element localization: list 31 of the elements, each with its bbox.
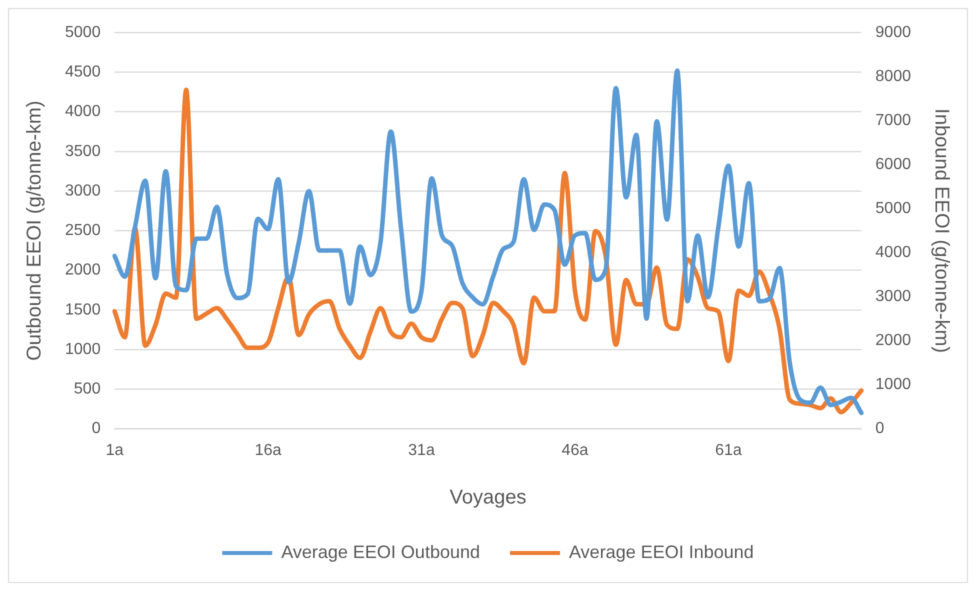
y-tick-label: 3000 xyxy=(65,182,101,200)
y-tick-label: 2500 xyxy=(65,222,101,240)
x-tick-label: 16a xyxy=(254,442,282,459)
x-tick-label: 46a xyxy=(562,442,588,459)
y-tick-label: 3500 xyxy=(65,142,101,160)
y2-tick-label: 0 xyxy=(875,420,884,438)
y2-tick-label: 7000 xyxy=(875,112,912,130)
y-tick-label: 4500 xyxy=(65,64,101,81)
x-axis-title: Voyages xyxy=(450,486,526,509)
y-tick-label: 1500 xyxy=(65,301,101,318)
y2-tick-label: 6000 xyxy=(875,156,912,174)
y2-tick-label: 4000 xyxy=(875,244,912,262)
y-tick-label: 0 xyxy=(92,420,101,438)
y-tick-label: 2000 xyxy=(65,262,101,279)
legend-label: Average EEOI Inbound xyxy=(569,542,754,562)
y-tick-label: 4000 xyxy=(65,103,101,120)
y2-tick-label: 3000 xyxy=(875,288,912,306)
y2-axis-title: Inbound EEOI (g/tonne-km) xyxy=(930,108,952,353)
y2-tick-label: 9000 xyxy=(875,24,912,42)
x-tick-label: 31a xyxy=(408,442,435,459)
legend-label: Average EEOI Outbound xyxy=(281,542,480,562)
y2-tick-label: 5000 xyxy=(875,200,912,218)
y-tick-label: 1000 xyxy=(65,340,101,358)
y-tick-label: 500 xyxy=(74,380,101,398)
y-tick-label: 5000 xyxy=(65,24,101,42)
x-tick-label: 61a xyxy=(715,442,742,459)
x-tick-label: 1a xyxy=(106,442,124,459)
y-axis-title: Outbound EEOI (g/tonne-km) xyxy=(24,100,46,361)
y2-tick-label: 2000 xyxy=(875,332,912,350)
y2-tick-label: 1000 xyxy=(875,376,912,394)
y2-tick-label: 8000 xyxy=(875,68,912,86)
